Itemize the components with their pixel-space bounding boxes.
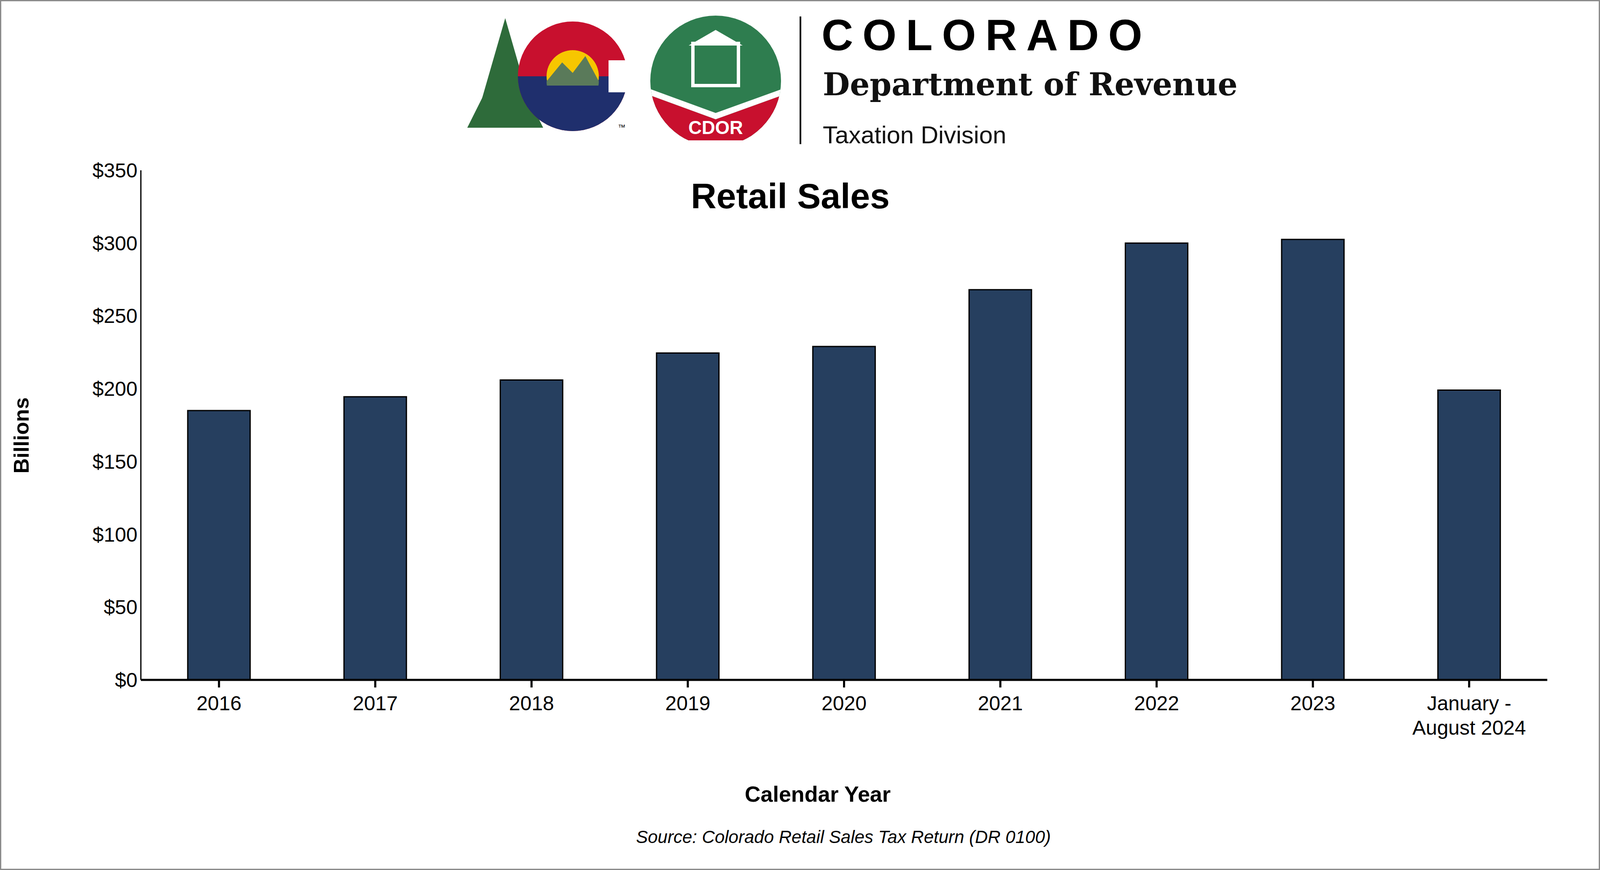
svg-text:™: ™ (617, 123, 626, 132)
svg-text:January -August 2024: January -August 2024 (1412, 692, 1527, 740)
svg-text:$0: $0 (115, 669, 138, 692)
svg-text:2023: 2023 (1290, 692, 1336, 715)
svg-text:$350: $350 (92, 159, 138, 182)
svg-text:2016: 2016 (196, 692, 242, 715)
svg-text:$200: $200 (92, 377, 138, 401)
svg-text:2019: 2019 (665, 692, 711, 715)
svg-text:2017: 2017 (352, 692, 398, 715)
html-text:Calendar Year: Calendar Year (744, 782, 891, 807)
html-text:Department of Revenue: Department of Revenue (822, 66, 1238, 103)
svg-text:2018: 2018 (509, 692, 555, 715)
svg-text:$50: $50 (103, 596, 138, 619)
svg-text:$100: $100 (92, 523, 138, 547)
svg-text:2020: 2020 (821, 692, 867, 715)
svg-text:2021: 2021 (977, 692, 1024, 715)
svg-text:2022: 2022 (1134, 692, 1180, 715)
html-text:Taxation Division: Taxation Division (822, 121, 1007, 149)
html-text:COLORADO: COLORADO (821, 10, 1152, 60)
svg-text:$250: $250 (92, 304, 138, 328)
html-text:Billions: Billions (9, 397, 34, 474)
html-text:Source: Colorado Retail Sales: Source: Colorado Retail Sales Tax Return… (636, 827, 1051, 848)
svg-text:CDOR: CDOR (688, 117, 744, 138)
html-text:Retail Sales: Retail Sales (690, 176, 890, 216)
svg-text:$150: $150 (92, 450, 138, 474)
svg-text:$300: $300 (92, 232, 138, 255)
